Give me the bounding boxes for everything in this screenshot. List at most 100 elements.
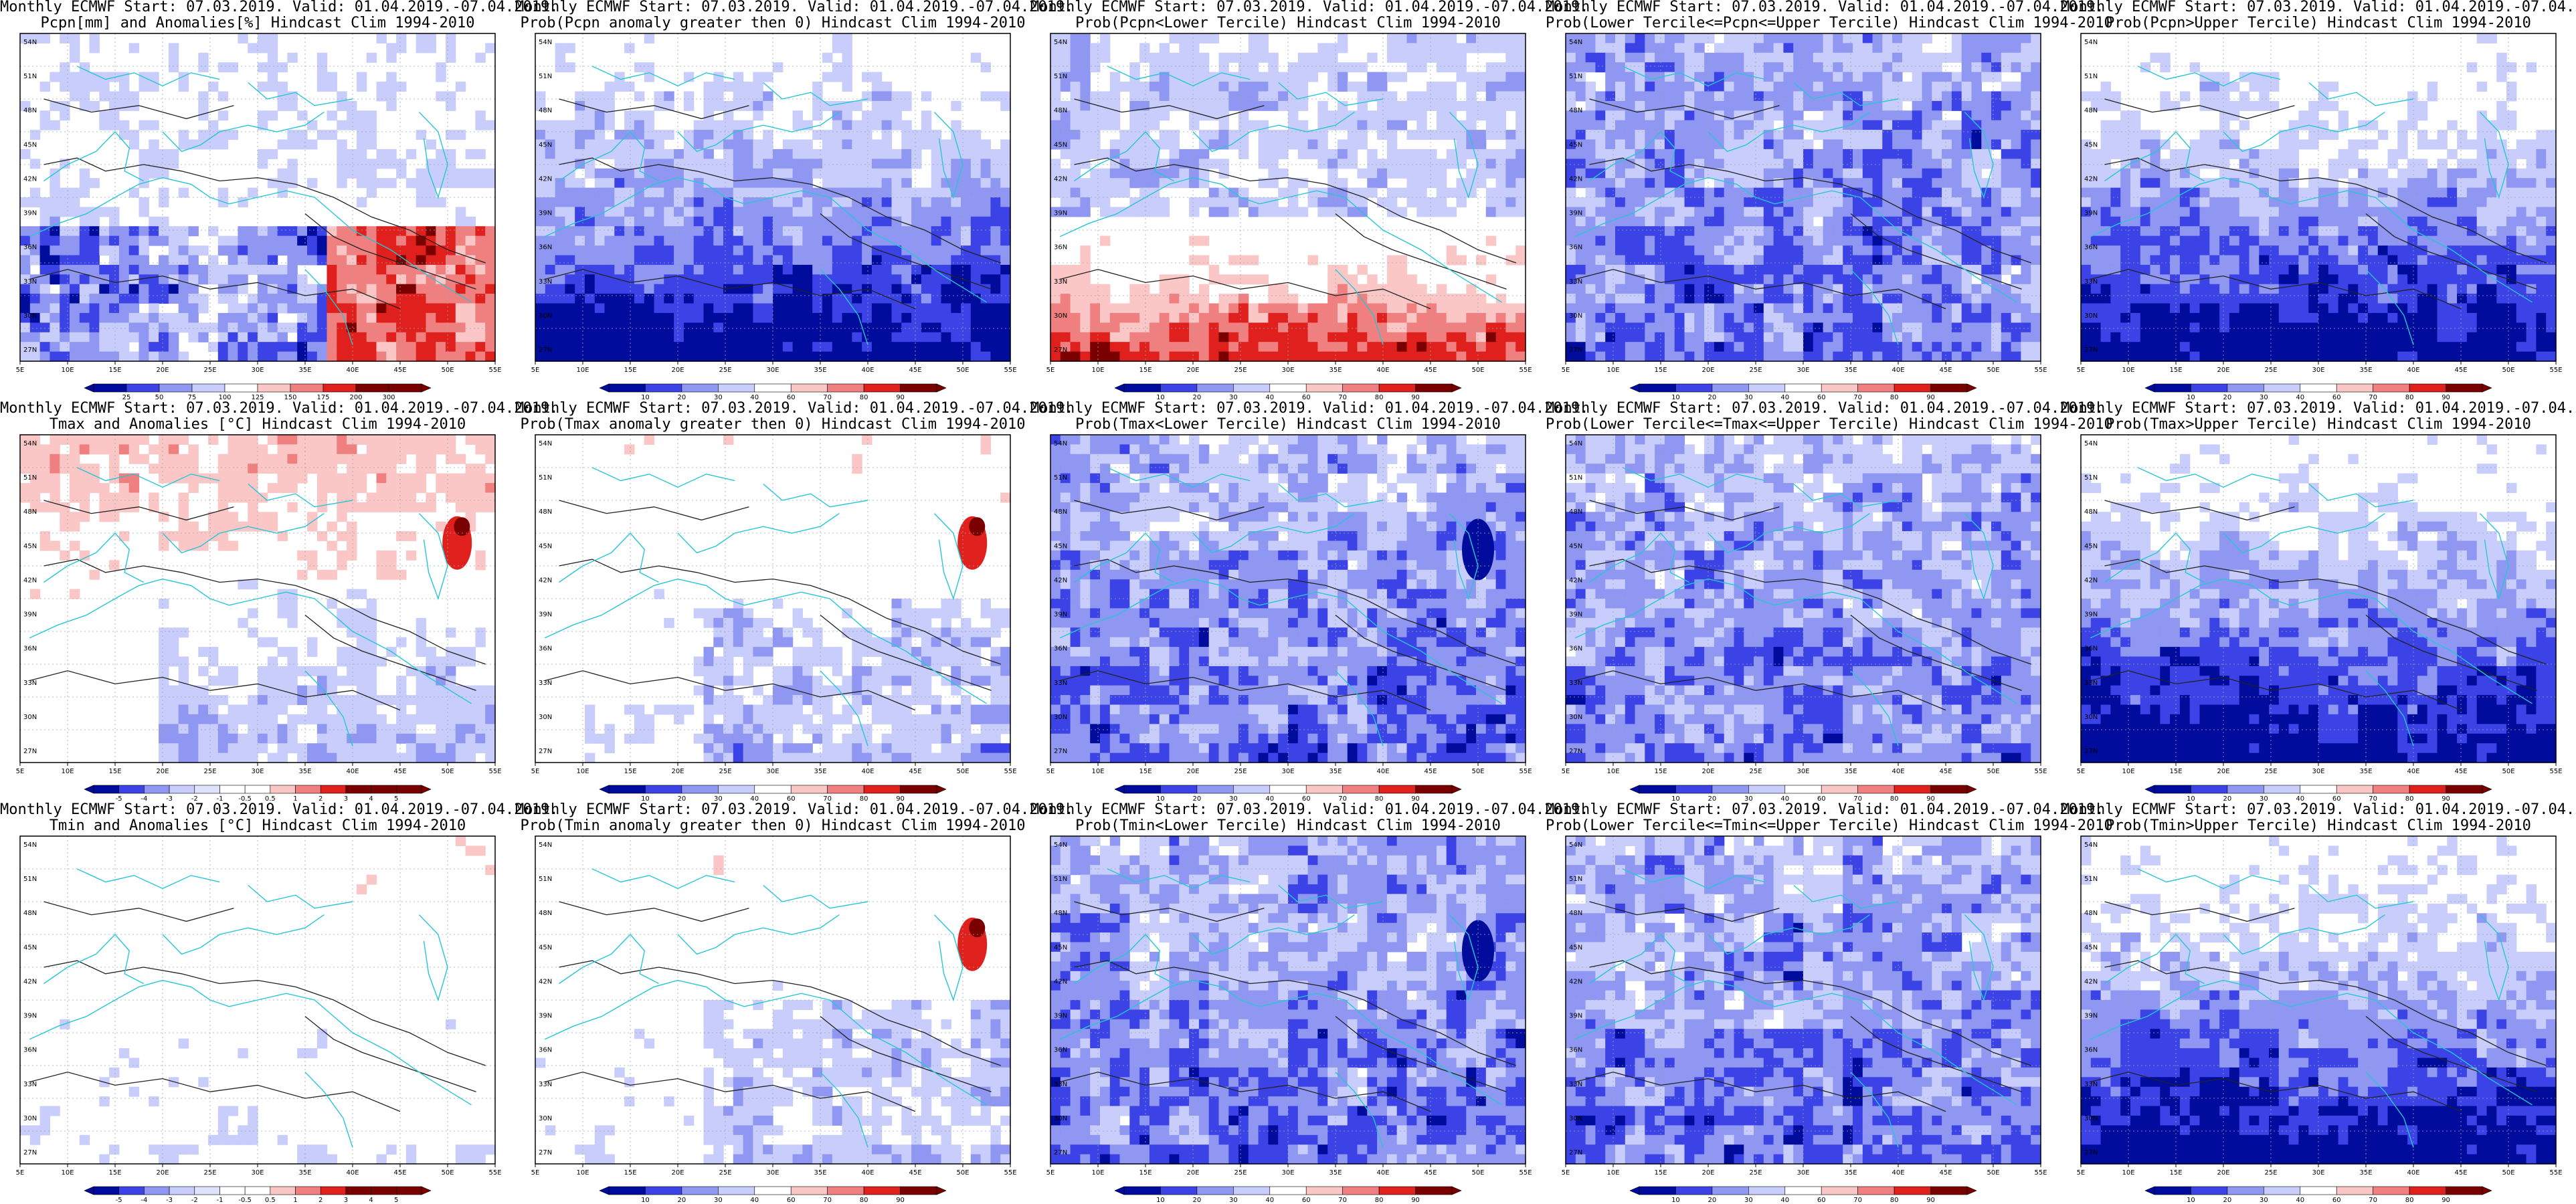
x-tick-label: 15E [1139,768,1152,775]
x-tick-label: 25E [719,768,731,775]
colorbar-label: 90 [1411,394,1420,401]
x-tick-label: 10E [2122,1169,2134,1177]
y-tick-label: 27N [1569,748,1582,755]
x-tick-label: 55E [2034,367,2047,374]
y-tick-label: 39N [1054,611,1067,619]
y-tick-label: 48N [1569,107,1582,114]
colorbar-label: 90 [2442,394,2450,401]
colorbar-label: 70 [2369,394,2377,401]
x-tick-label: 10E [576,768,589,775]
x-tick-label: 5E [1046,768,1055,775]
y-tick-label: 45N [1054,141,1067,148]
y-tick-label: 51N [1569,876,1582,883]
colorbar-label: 10 [1671,394,1680,401]
y-tick-label: 42N [2084,577,2098,584]
coastlines [1574,467,2017,746]
y-tick-label: 33N [23,1081,37,1088]
x-tick-label: 45E [393,768,406,775]
map-panel: Monthly ECMWF Start: 07.03.2019. Valid: … [1546,801,2113,1204]
map-panel: Monthly ECMWF Start: 07.03.2019. Valid: … [2061,0,2576,401]
y-tick-label: 33N [539,680,552,687]
colorbar-label: 30 [2260,795,2268,803]
x-tick-label: 45E [393,367,406,374]
y-tick-label: 45N [1569,944,1582,951]
x-tick-label: 50E [956,367,969,374]
coastlines [29,66,472,345]
y-tick-label: 45N [23,944,37,951]
x-tick-label: 5E [2077,1169,2086,1177]
x-tick-label: 25E [1749,1169,1762,1177]
colorbar-label: 5 [394,1197,398,1204]
x-tick-label: 25E [1234,367,1247,374]
y-tick-label: 51N [2084,474,2098,482]
x-tick-label: 40E [1892,1169,1904,1177]
x-tick-label: 30E [1797,768,1809,775]
colorbar-label: 125 [251,394,264,401]
contour-lines [2090,500,2547,711]
x-tick-label: 20E [2217,768,2229,775]
x-tick-label: 40E [1376,367,1389,374]
x-tick-label: 55E [1004,768,1016,775]
map-panel: Monthly ECMWF Start: 07.03.2019. Valid: … [0,0,558,401]
x-tick-label: 20E [2217,1169,2229,1177]
colorbar-label: 30 [1229,1197,1238,1204]
x-tick-label: 35E [298,1169,311,1177]
x-tick-label: 55E [2549,768,2562,775]
coastlines [2090,467,2533,746]
coastlines [544,868,987,1148]
x-tick-label: 45E [909,1169,921,1177]
y-tick-label: 30N [23,312,37,320]
contour-lines [1060,901,1517,1112]
x-tick-label: 30E [2312,1169,2324,1177]
y-tick-label: 30N [2084,1115,2098,1122]
y-tick-label: 51N [539,474,552,482]
y-tick-label: 33N [1054,680,1067,687]
panel-title-line1: Monthly ECMWF Start: 07.03.2019. Valid: … [515,0,1074,15]
x-tick-label: 45E [1424,367,1437,374]
x-tick-label: 5E [16,1169,25,1177]
x-tick-label: 55E [488,1169,501,1177]
x-tick-label: 15E [624,1169,636,1177]
colorbar-label: 25 [122,394,131,401]
coastlines [29,467,472,746]
y-tick-label: 54N [1569,39,1582,46]
anomaly-spot [1462,518,1494,581]
x-tick-label: 10E [576,1169,589,1177]
x-tick-label: 40E [1376,768,1389,775]
colorbar-label: 40 [2296,795,2304,803]
y-tick-label: 51N [1054,876,1067,883]
y-tick-label: 27N [23,346,37,354]
x-tick-label: 35E [814,768,826,775]
x-tick-label: 35E [1844,768,1857,775]
colorbar-label: 30 [1744,394,1753,401]
colorbar-label: -5 [116,1197,122,1204]
y-tick-label: 51N [2084,73,2098,80]
x-tick-label: 35E [2359,768,2372,775]
y-tick-label: 48N [23,910,37,917]
panel-title-line1: Monthly ECMWF Start: 07.03.2019. Valid: … [1030,0,1589,15]
y-tick-label: 33N [539,278,552,286]
colorbar: 10 20 30 40 60 70 80 90 [599,383,947,401]
map-panel: Monthly ECMWF Start: 07.03.2019. Valid: … [515,0,1074,401]
y-tick-label: 45N [539,141,552,148]
x-tick-label: 35E [1844,1169,1857,1177]
y-tick-label: 42N [1054,978,1067,985]
x-tick-label: 35E [1844,367,1857,374]
colorbar-label: 40 [750,1197,759,1204]
x-tick-label: 45E [1424,768,1437,775]
colorbar: 10 20 30 40 60 70 80 90 [599,1186,947,1204]
x-tick-label: 35E [814,367,826,374]
x-tick-label: 45E [1939,768,1952,775]
x-tick-label: 50E [956,768,969,775]
y-tick-label: 42N [1569,577,1582,584]
map-panel: Monthly ECMWF Start: 07.03.2019. Valid: … [2061,801,2576,1204]
coastlines [1059,868,1502,1148]
x-tick-label: 20E [1701,768,1714,775]
x-tick-label: 35E [814,1169,826,1177]
x-tick-label: 55E [1004,1169,1016,1177]
x-tick-label: 15E [2169,768,2182,775]
colorbar-label: 80 [2405,1197,2414,1204]
